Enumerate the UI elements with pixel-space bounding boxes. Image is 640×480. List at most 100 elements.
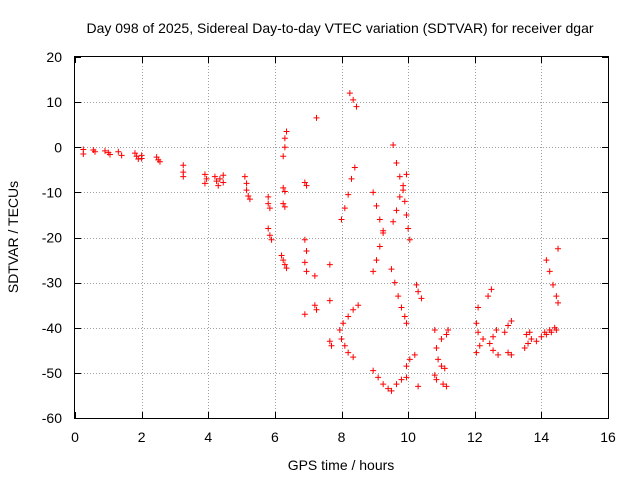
data-point: [345, 349, 352, 356]
data-point: [106, 151, 113, 158]
data-point: [338, 216, 345, 223]
y-tick-label: -30: [42, 275, 62, 291]
data-point: [281, 135, 288, 142]
data-point: [180, 162, 187, 169]
data-point: [393, 381, 400, 388]
data-point: [373, 257, 380, 264]
data-point: [415, 383, 422, 390]
data-point: [393, 160, 400, 167]
data-point: [278, 252, 285, 259]
x-tick-label: 4: [204, 429, 212, 445]
data-point: [313, 306, 320, 313]
data-point: [243, 187, 250, 194]
data-point: [400, 182, 407, 189]
data-point: [418, 295, 425, 302]
data-point: [348, 175, 355, 182]
data-point: [376, 216, 383, 223]
data-point: [280, 184, 287, 191]
data-point: [395, 293, 402, 300]
data-point: [345, 191, 352, 198]
data-point: [265, 225, 272, 232]
data-point: [485, 293, 492, 300]
data-point: [138, 155, 145, 162]
data-point: [241, 173, 248, 180]
data-point: [403, 320, 410, 327]
data-point: [490, 333, 497, 340]
data-point: [505, 322, 512, 329]
data-point: [201, 171, 208, 178]
data-point: [338, 336, 345, 343]
data-point: [265, 200, 272, 207]
data-points: [80, 90, 562, 394]
y-tick-label: -40: [42, 320, 62, 336]
data-point: [283, 265, 290, 272]
data-point: [370, 268, 377, 275]
data-point: [523, 331, 530, 338]
data-point: [283, 128, 290, 135]
data-point: [393, 207, 400, 214]
data-point: [441, 365, 448, 372]
data-point: [156, 158, 163, 165]
data-point: [211, 173, 218, 180]
x-tick-label: 6: [271, 429, 279, 445]
data-point: [505, 349, 512, 356]
data-point: [336, 327, 343, 334]
data-point: [301, 311, 308, 318]
data-point: [341, 205, 348, 212]
data-point: [546, 327, 553, 334]
data-point: [390, 141, 397, 148]
data-point: [533, 338, 540, 345]
data-point: [508, 317, 515, 324]
plot-frame: [74, 56, 609, 419]
y-tick-labels: -60 -50 -40 -30 -20 -10 0 10 20: [42, 49, 62, 426]
data-point: [326, 338, 333, 345]
x-tick-label: 16: [600, 429, 616, 445]
data-point: [440, 381, 447, 388]
data-point: [280, 200, 287, 207]
data-point: [216, 175, 223, 182]
data-point: [538, 333, 545, 340]
data-point: [495, 351, 502, 358]
data-point: [346, 90, 353, 97]
data-point: [401, 313, 408, 320]
data-point: [546, 268, 553, 275]
data-point: [201, 180, 208, 187]
data-point: [543, 257, 550, 264]
data-point: [101, 147, 108, 154]
data-point: [373, 202, 380, 209]
data-point: [215, 182, 222, 189]
x-tick-label: 14: [534, 429, 550, 445]
data-point: [303, 268, 310, 275]
data-point: [268, 236, 275, 243]
chart-title: Day 098 of 2025, Sidereal Day-to-day VTE…: [86, 20, 593, 36]
x-tick-labels: 0 2 4 6 8 10 12 14 16: [71, 429, 616, 445]
data-point: [403, 374, 410, 381]
data-point: [301, 179, 308, 186]
data-point: [488, 286, 495, 293]
data-point: [351, 164, 358, 171]
data-point: [345, 313, 352, 320]
axis-ticks: [75, 57, 609, 419]
data-point: [266, 232, 273, 239]
data-point: [328, 342, 335, 349]
data-point: [353, 103, 360, 110]
data-point: [388, 266, 395, 273]
data-point: [480, 336, 487, 343]
data-point: [131, 150, 138, 157]
data-point: [398, 304, 405, 311]
data-point: [473, 349, 480, 356]
data-point: [405, 225, 412, 232]
data-point: [388, 387, 395, 394]
data-point: [326, 261, 333, 268]
data-point: [526, 329, 533, 336]
data-point: [350, 96, 357, 103]
data-point: [528, 336, 535, 343]
data-point: [245, 192, 252, 199]
data-point: [475, 304, 482, 311]
data-point: [486, 340, 493, 347]
data-point: [340, 320, 347, 327]
data-point: [550, 281, 557, 288]
data-point: [525, 340, 532, 347]
data-point: [551, 324, 558, 331]
